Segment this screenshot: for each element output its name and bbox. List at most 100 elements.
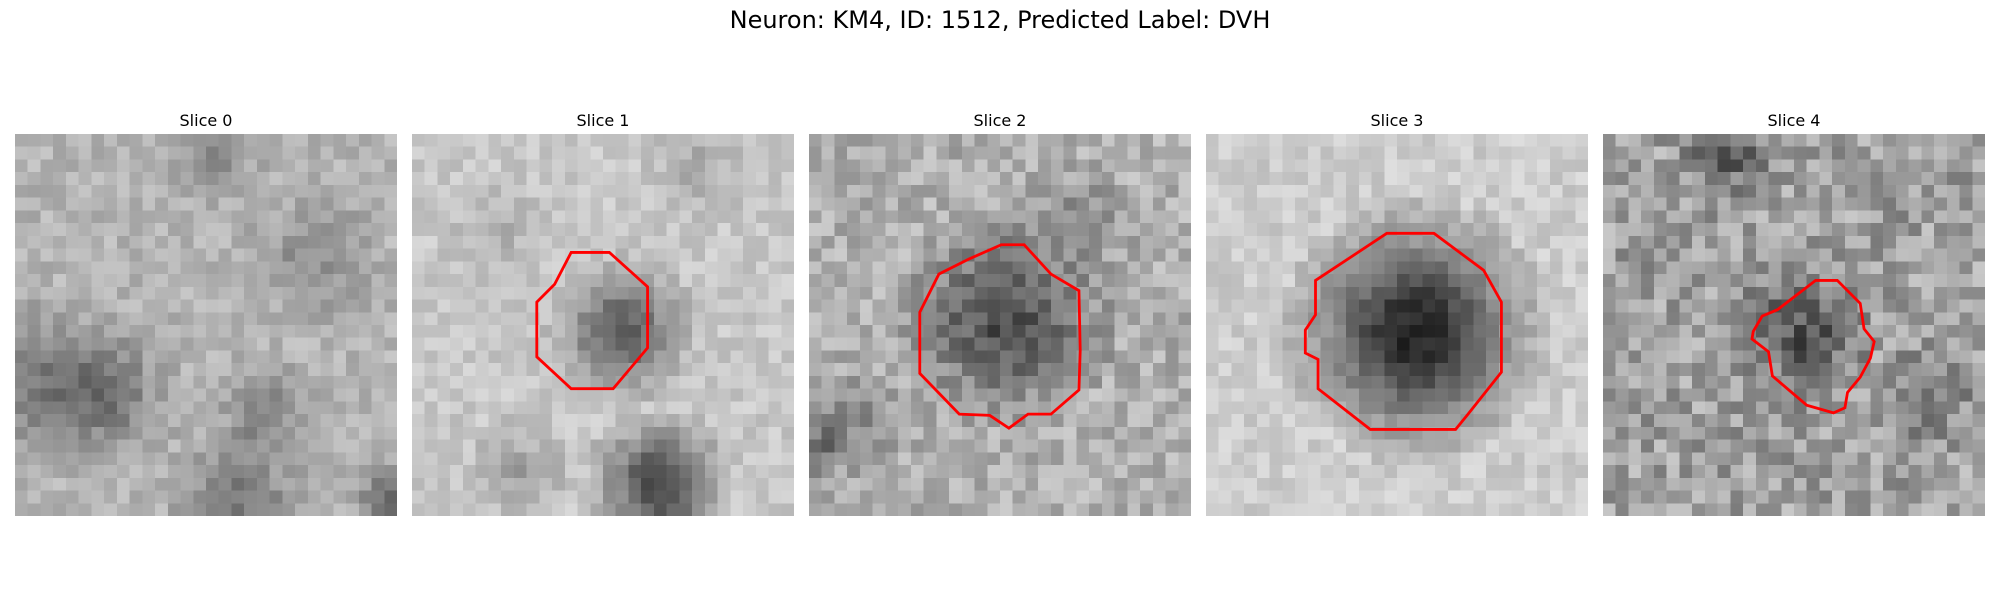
pixel bbox=[936, 452, 950, 466]
pixel bbox=[1244, 299, 1258, 313]
pixel bbox=[1333, 388, 1347, 402]
pixel bbox=[1679, 286, 1693, 300]
pixel bbox=[1498, 286, 1512, 300]
pixel bbox=[1012, 184, 1026, 198]
pixel bbox=[847, 414, 861, 428]
pixel bbox=[1320, 350, 1334, 364]
pixel bbox=[1666, 439, 1680, 453]
pixel bbox=[256, 375, 270, 389]
pixel bbox=[1000, 503, 1013, 516]
pixel bbox=[501, 248, 515, 262]
pixel bbox=[1397, 439, 1410, 453]
pixel bbox=[847, 503, 861, 516]
pixel bbox=[1460, 286, 1474, 300]
pixel bbox=[615, 452, 629, 466]
pixel bbox=[1628, 401, 1642, 415]
pixel bbox=[180, 337, 194, 351]
pixel bbox=[450, 223, 464, 237]
pixel bbox=[1140, 414, 1154, 428]
pixel bbox=[1603, 477, 1616, 491]
pixel bbox=[333, 337, 347, 351]
pixel bbox=[371, 325, 385, 338]
pixel bbox=[1320, 337, 1334, 351]
pixel bbox=[424, 337, 438, 351]
pixel bbox=[142, 261, 156, 275]
pixel bbox=[129, 286, 143, 300]
pixel bbox=[872, 197, 886, 211]
pixel bbox=[104, 337, 118, 351]
pixel bbox=[488, 235, 502, 249]
pixel bbox=[1295, 146, 1309, 160]
pixel bbox=[1730, 350, 1744, 364]
pixel bbox=[755, 439, 769, 453]
pixel bbox=[564, 503, 578, 516]
pixel bbox=[1206, 134, 1219, 147]
pixel bbox=[1755, 477, 1769, 491]
pixel bbox=[590, 401, 604, 415]
pixel bbox=[1384, 197, 1398, 211]
pixel bbox=[1218, 363, 1232, 377]
pixel bbox=[155, 414, 169, 428]
pixel bbox=[1895, 299, 1909, 313]
pixel bbox=[809, 299, 822, 313]
pixel bbox=[65, 286, 79, 300]
pixel bbox=[692, 197, 706, 211]
pixel bbox=[358, 286, 372, 300]
pixel bbox=[1025, 350, 1039, 364]
pixel bbox=[91, 312, 105, 326]
pixel bbox=[961, 465, 975, 479]
pixel bbox=[218, 375, 232, 389]
pixel bbox=[590, 261, 604, 275]
pixel bbox=[859, 197, 873, 211]
pixel bbox=[704, 477, 718, 491]
pixel bbox=[129, 210, 143, 224]
pixel bbox=[1371, 172, 1385, 186]
pixel bbox=[1178, 146, 1191, 160]
pixel bbox=[1653, 299, 1667, 313]
pixel bbox=[872, 312, 886, 326]
pixel bbox=[1038, 248, 1052, 262]
pixel bbox=[1857, 134, 1871, 147]
pixel bbox=[1152, 299, 1166, 313]
pixel bbox=[155, 426, 169, 440]
pixel bbox=[1946, 261, 1960, 275]
pixel bbox=[1704, 414, 1718, 428]
pixel bbox=[384, 134, 397, 147]
pixel bbox=[539, 312, 553, 326]
pixel bbox=[1050, 503, 1064, 516]
pixel bbox=[755, 159, 769, 173]
pixel bbox=[730, 248, 744, 262]
pixel bbox=[1063, 299, 1077, 313]
pixel bbox=[346, 325, 360, 338]
pixel bbox=[1346, 274, 1360, 288]
pixel bbox=[910, 312, 924, 326]
pixel bbox=[384, 426, 397, 440]
pixel bbox=[1615, 490, 1629, 504]
pixel bbox=[1320, 146, 1334, 160]
pixel bbox=[1231, 184, 1245, 198]
pixel bbox=[692, 465, 706, 479]
pixel bbox=[1063, 172, 1077, 186]
pixel bbox=[206, 184, 219, 198]
pixel bbox=[1575, 299, 1588, 313]
pixel bbox=[1460, 477, 1474, 491]
pixel bbox=[1870, 477, 1884, 491]
pixel bbox=[898, 363, 912, 377]
pixel bbox=[1127, 159, 1141, 173]
pixel bbox=[1959, 286, 1973, 300]
pixel bbox=[513, 375, 527, 389]
pixel bbox=[1384, 477, 1398, 491]
pixel bbox=[1127, 197, 1141, 211]
pixel bbox=[1549, 210, 1563, 224]
pixel bbox=[1603, 503, 1616, 516]
pixel bbox=[1000, 477, 1013, 491]
pixel bbox=[193, 477, 207, 491]
pixel bbox=[450, 325, 464, 338]
pixel bbox=[358, 235, 372, 249]
pixel bbox=[346, 465, 360, 479]
pixel bbox=[1409, 325, 1423, 338]
pixel bbox=[269, 388, 283, 402]
pixel bbox=[1946, 350, 1960, 364]
pixel bbox=[1575, 414, 1588, 428]
pixel bbox=[27, 134, 41, 147]
